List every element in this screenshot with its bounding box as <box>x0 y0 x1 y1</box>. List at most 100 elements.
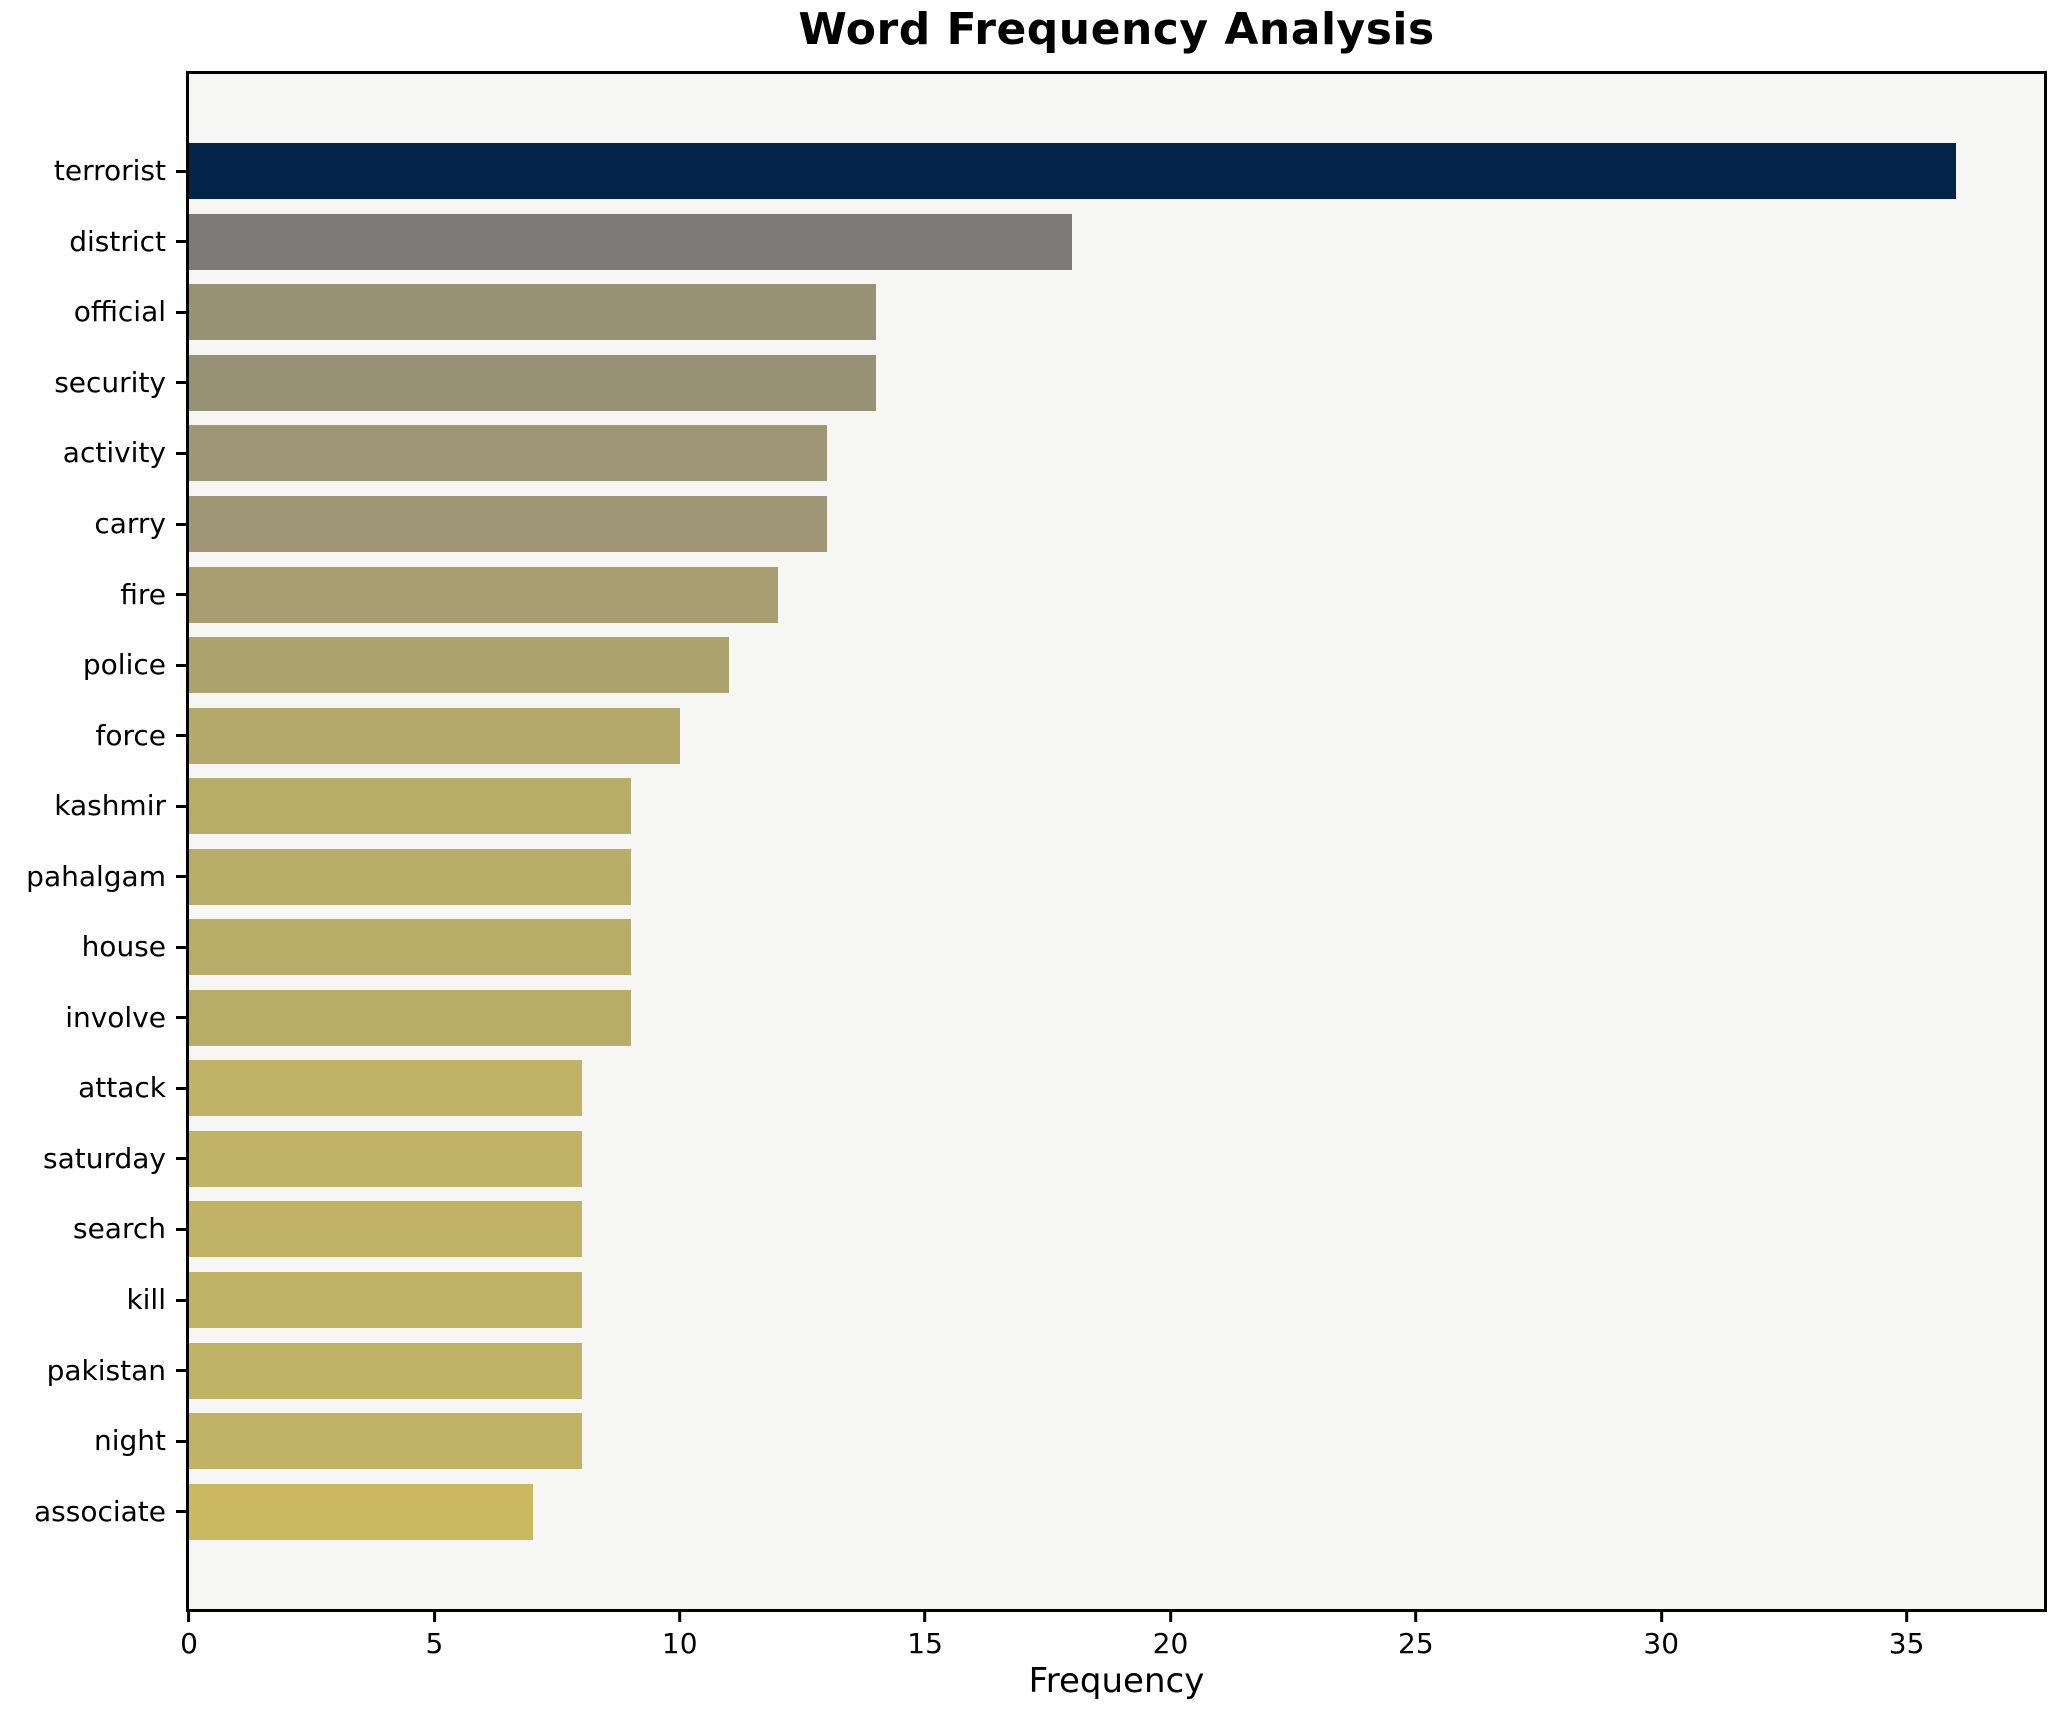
x-tick-label: 30 <box>1643 1627 1680 1660</box>
x-tick-mark <box>1414 1612 1418 1622</box>
y-tick-label: terrorist <box>53 154 166 188</box>
y-tick-label: involve <box>65 1000 166 1034</box>
x-tick-mark <box>678 1612 682 1622</box>
y-tick: house <box>0 912 186 983</box>
plot-area <box>186 71 2047 1612</box>
y-tick-label: force <box>95 718 166 752</box>
bar-row <box>189 912 2044 983</box>
y-tick-mark <box>176 1298 186 1302</box>
x-axis-ticks: 0 5 10 15 20 25 30 35 <box>180 1612 2044 1672</box>
y-tick: associate <box>0 1476 186 1547</box>
bar <box>189 637 729 694</box>
y-tick: involve <box>0 983 186 1054</box>
y-tick-mark <box>176 1510 186 1514</box>
bar-row <box>189 700 2044 771</box>
y-tick-label: fire <box>120 577 166 611</box>
y-tick-mark <box>176 1439 186 1443</box>
y-tick: pahalgam <box>0 841 186 912</box>
y-tick-label: district <box>69 224 166 258</box>
y-tick: attack <box>0 1053 186 1124</box>
y-tick: night <box>0 1406 186 1477</box>
y-tick: carry <box>0 489 186 560</box>
x-tick-label: 0 <box>180 1627 198 1660</box>
bar <box>189 1413 582 1470</box>
x-tick-mark <box>432 1612 436 1622</box>
bar-row <box>189 1124 2044 1195</box>
y-tick-mark <box>176 240 186 244</box>
bar-row <box>189 1194 2044 1265</box>
bar <box>189 284 877 341</box>
x-tick-mark <box>187 1612 191 1622</box>
bar <box>189 143 1956 200</box>
bar-row <box>189 771 2044 842</box>
bar <box>189 425 827 482</box>
y-tick-mark <box>176 734 186 738</box>
y-tick-mark <box>176 310 186 314</box>
x-tick-label: 35 <box>1888 1627 1925 1660</box>
bar <box>189 566 778 623</box>
bar <box>189 989 631 1046</box>
y-tick-label: activity <box>62 436 166 470</box>
bar <box>189 848 631 905</box>
bar-row <box>189 559 2044 630</box>
bar-row <box>189 1265 2044 1336</box>
y-tick-label: police <box>82 648 166 682</box>
bar <box>189 1130 582 1187</box>
x-tick: 20 <box>1152 1612 1189 1660</box>
bar <box>189 213 1073 270</box>
y-axis-labels: terrorist district official security activit… <box>0 74 186 1609</box>
y-tick-mark <box>176 522 186 526</box>
y-tick-label: attack <box>78 1071 166 1105</box>
bar-row <box>189 1053 2044 1124</box>
x-tick-label: 5 <box>425 1627 444 1660</box>
y-tick-mark <box>176 875 186 879</box>
y-tick: activity <box>0 418 186 489</box>
y-tick-mark <box>176 381 186 385</box>
bar <box>189 778 631 835</box>
x-tick-mark <box>923 1612 927 1622</box>
bar <box>189 1272 582 1329</box>
y-tick-mark <box>176 1227 186 1231</box>
bar-row <box>189 983 2044 1054</box>
y-tick-label: security <box>54 365 166 399</box>
y-tick-mark <box>176 804 186 808</box>
y-tick-label: carry <box>94 507 166 540</box>
y-tick-mark <box>176 593 186 597</box>
bar-row <box>189 841 2044 912</box>
bar-row <box>189 418 2044 489</box>
bar-row <box>189 1476 2044 1547</box>
x-tick: 30 <box>1643 1612 1679 1658</box>
y-tick: force <box>0 700 186 771</box>
chart-title: Word Frequency Analysis <box>798 4 1435 55</box>
x-tick-mark <box>1659 1612 1663 1622</box>
y-tick-label: saturday <box>43 1141 166 1175</box>
bar-row <box>189 348 2044 419</box>
y-tick-label: pakistan <box>46 1353 166 1387</box>
y-tick-mark <box>176 1369 186 1373</box>
bar <box>189 1060 582 1117</box>
bar-row <box>189 136 2044 207</box>
y-tick: fire <box>0 559 186 630</box>
y-tick: kashmir <box>0 771 186 842</box>
y-tick-label: night <box>93 1424 166 1458</box>
x-tick-label: 25 <box>1398 1627 1434 1660</box>
x-tick-label: 20 <box>1152 1627 1189 1660</box>
y-tick: district <box>0 207 186 278</box>
y-tick-mark <box>176 169 186 173</box>
bar <box>189 919 631 976</box>
bar-row <box>189 277 2044 348</box>
y-tick-mark <box>176 663 186 667</box>
x-tick: 0 <box>180 1612 198 1658</box>
bar <box>189 707 680 764</box>
x-tick: 35 <box>1888 1612 1925 1660</box>
bar <box>189 1201 582 1258</box>
bar <box>189 354 877 411</box>
x-tick-mark <box>1168 1612 1172 1622</box>
x-tick: 5 <box>425 1612 443 1658</box>
y-tick: terrorist <box>0 136 186 207</box>
y-tick-label: kill <box>126 1283 166 1317</box>
y-tick-label: kashmir <box>54 789 166 823</box>
y-tick-mark <box>176 1086 186 1090</box>
y-tick-mark <box>176 451 186 455</box>
